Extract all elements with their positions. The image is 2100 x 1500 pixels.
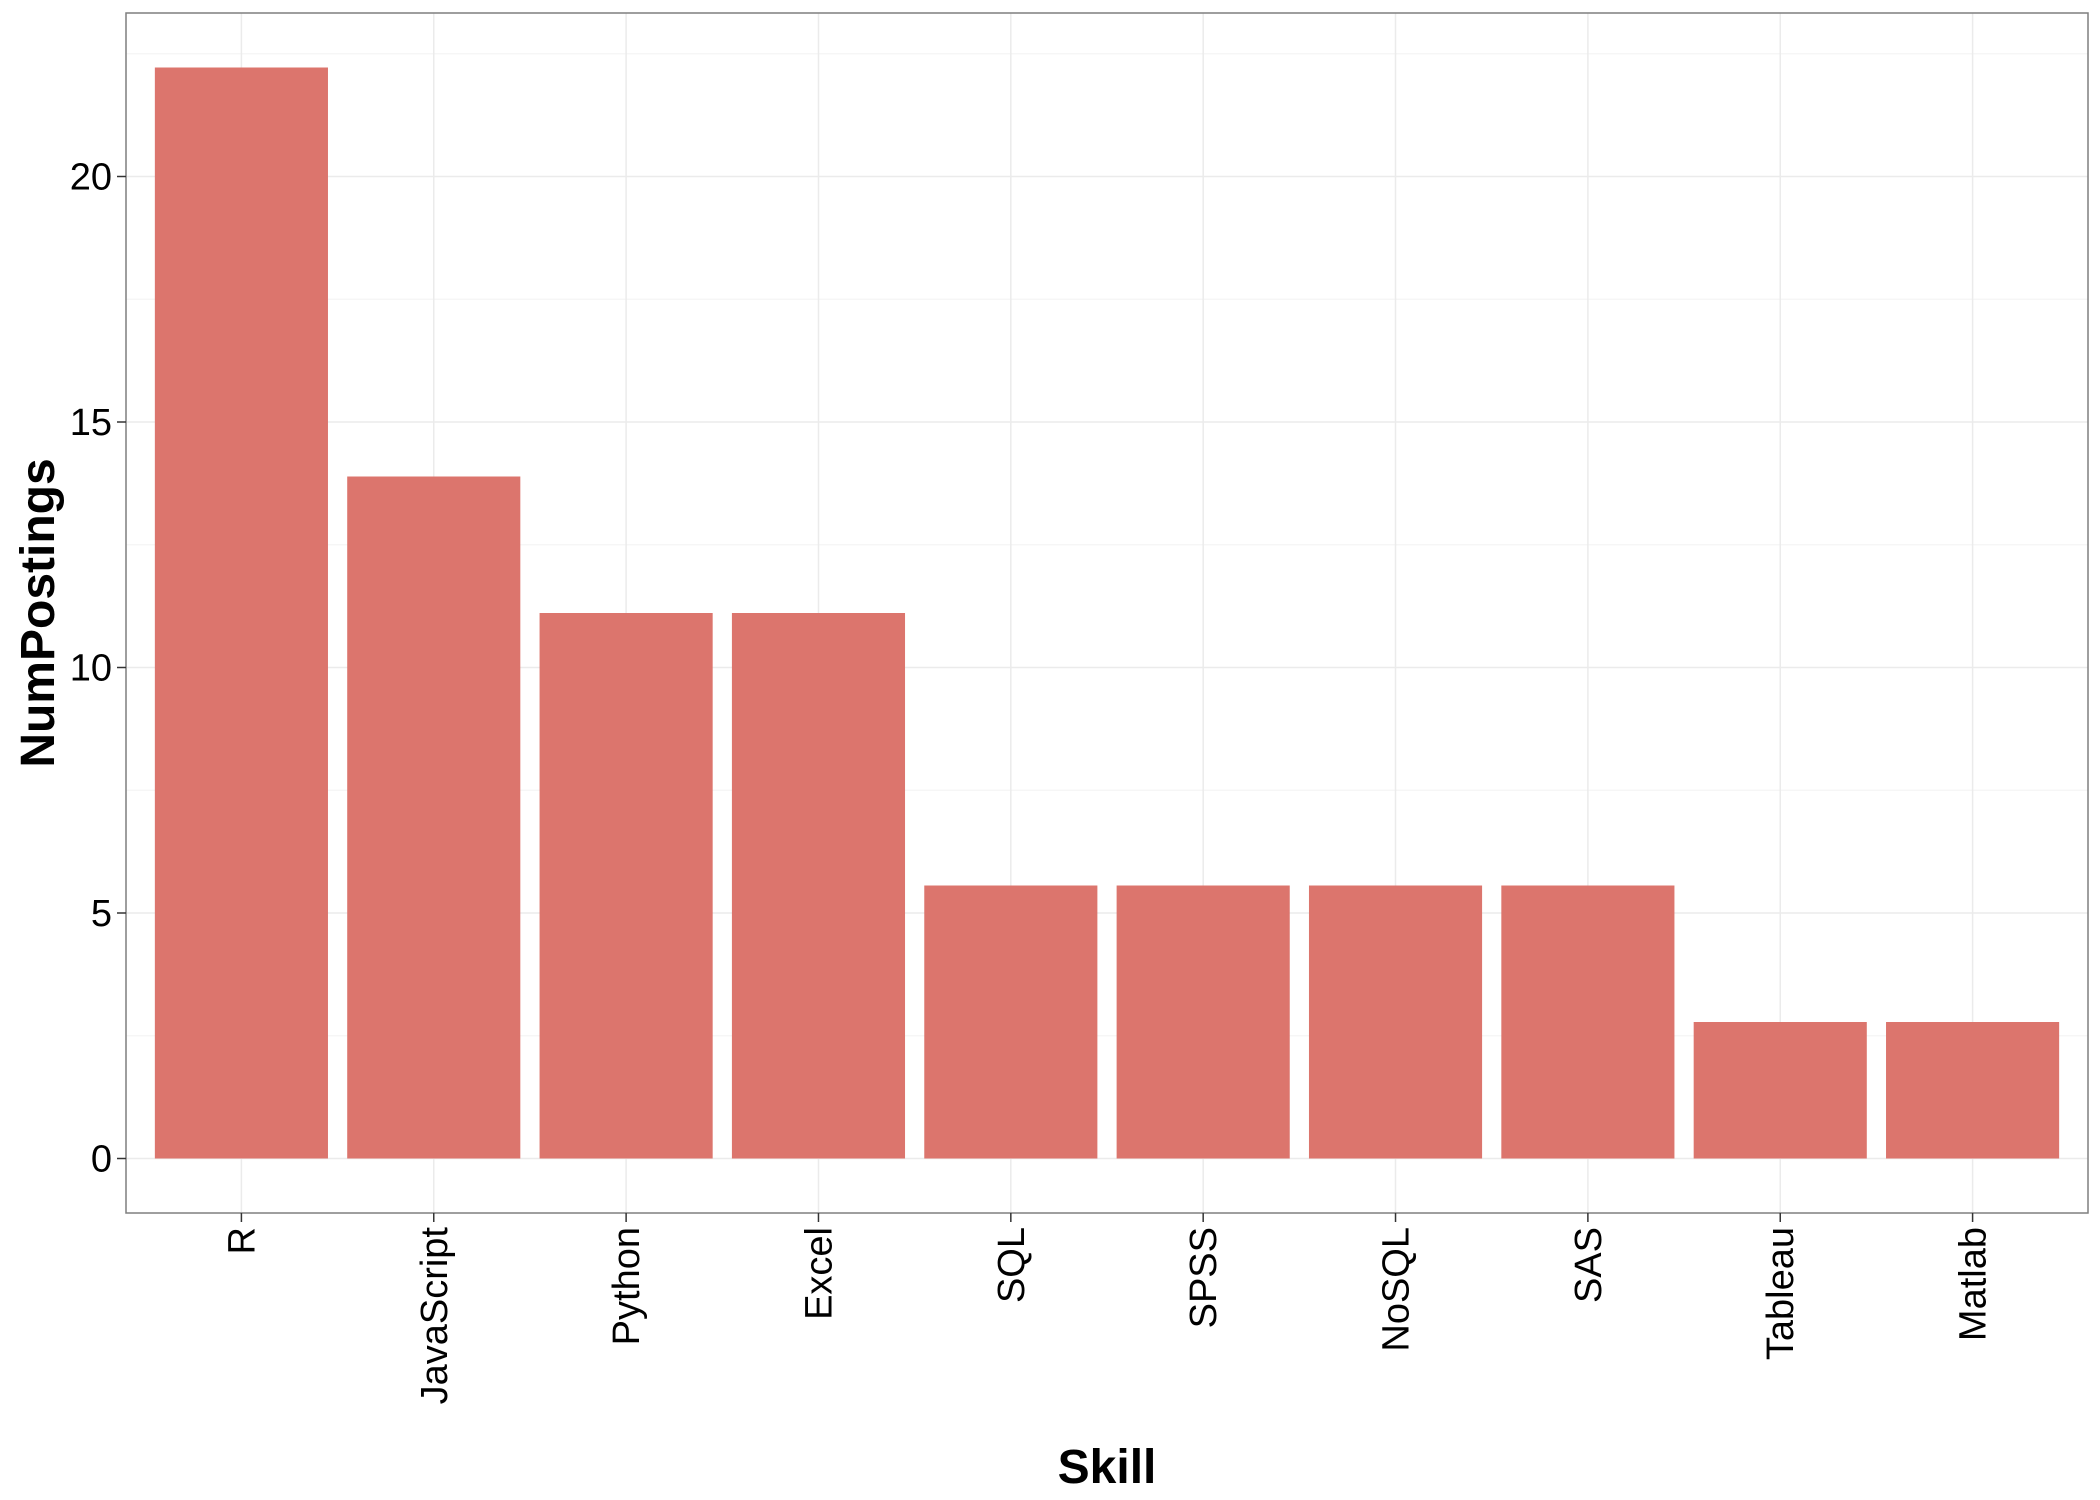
x-tick-label: Excel [798,1227,840,1320]
x-axis-ticks: R JavaScript Python Excel SQL SPSS NoSQL SAS Tab… [221,1213,1995,1405]
bar [924,885,1098,1159]
y-tick-label: 0 [91,1138,112,1180]
bar [154,67,328,1159]
x-tick-label: SQL [991,1227,1033,1303]
x-axis-title: Skill [1058,1441,1157,1494]
y-tick-label: 5 [91,893,112,935]
bar [1308,885,1483,1159]
bar [731,613,906,1159]
bar [1116,885,1290,1159]
y-tick-label: 15 [70,402,112,444]
bar [1886,1022,2060,1159]
y-tick-label: 10 [70,648,112,690]
panel-border [125,12,2089,1214]
x-tick-label: Python [606,1227,648,1345]
bar [347,476,521,1159]
bar [1501,885,1675,1159]
bar [1693,1022,1867,1159]
x-tick-label: Matlab [1953,1227,1995,1341]
bar [539,613,713,1159]
x-tick-label: SPSS [1183,1227,1225,1328]
x-tick-label: JavaScript [414,1227,456,1405]
y-axis-ticks: 0 5 10 15 20 [70,157,126,1180]
x-tick-label: Tableau [1760,1227,1802,1360]
y-tick-label: 20 [70,157,112,199]
x-tick-label: NoSQL [1376,1227,1418,1352]
bars [154,67,2060,1159]
x-tick-label: R [221,1227,263,1254]
y-axis-title: NumPostings [12,458,65,767]
x-tick-label: SAS [1568,1227,1610,1303]
